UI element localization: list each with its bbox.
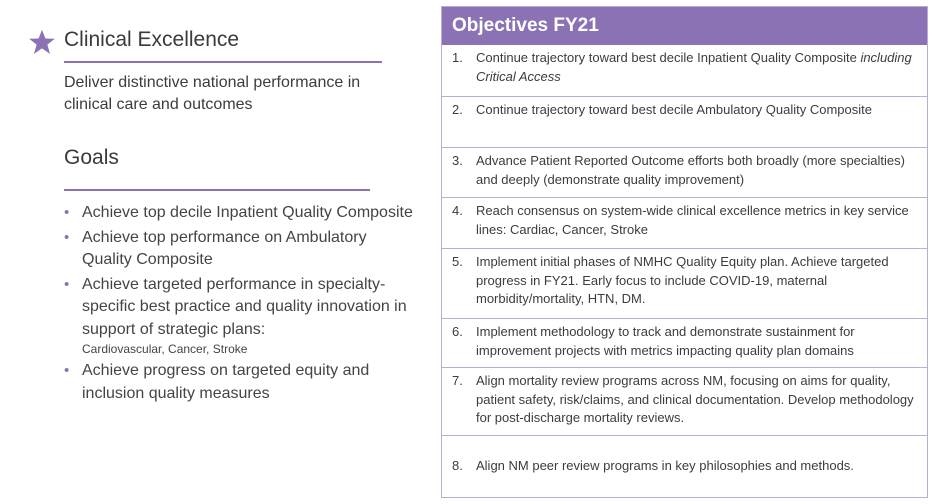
goal-text: Achieve top decile Inpatient Quality Com…: [82, 204, 413, 221]
objective-main-text: Continue trajectory toward best decile I…: [476, 50, 857, 65]
objective-text: Advance Patient Reported Outcome efforts…: [476, 153, 905, 187]
objective-text: Implement methodology to track and demon…: [476, 324, 855, 358]
objective-number: 5.: [452, 254, 463, 269]
objective-text: Implement initial phases of NMHC Quality…: [476, 254, 889, 306]
goal-item: Achieve top decile Inpatient Quality Com…: [64, 202, 414, 225]
objective-row: 4. Reach consensus on system-wide clinic…: [442, 197, 927, 248]
star-icon: [29, 29, 55, 54]
title-divider: [64, 61, 382, 63]
objective-row: 1. Continue trajectory toward best decil…: [442, 45, 927, 96]
section-title: Clinical Excellence: [64, 28, 240, 51]
goal-item: Achieve top performance on Ambulatory Qu…: [64, 227, 414, 272]
objectives-title: Objectives FY21: [442, 7, 927, 45]
goal-text: Achieve targeted performance in specialt…: [82, 275, 407, 338]
objective-text: Continue trajectory toward best decile A…: [476, 102, 872, 117]
objective-row: 3. Advance Patient Reported Outcome effo…: [442, 147, 927, 197]
objective-number: 3.: [452, 153, 463, 168]
objective-row: 7. Align mortality review programs acros…: [442, 367, 927, 435]
objective-text: Reach consensus on system-wide clinical …: [476, 203, 909, 237]
objective-text: Continue trajectory toward best decile I…: [476, 49, 919, 86]
goal-text: Achieve top performance on Ambulatory Qu…: [82, 228, 367, 269]
objective-number: 2.: [452, 102, 463, 117]
section-description: Deliver distinctive national performance…: [64, 74, 361, 113]
goals-list: Achieve top decile Inpatient Quality Com…: [64, 202, 414, 407]
objective-number: 7.: [452, 373, 463, 388]
objective-number: 6.: [452, 324, 463, 339]
objective-italic-text: including Critical Access: [476, 50, 912, 84]
objective-text: Align mortality review programs across N…: [476, 373, 914, 425]
objective-number: 1.: [452, 50, 463, 65]
objective-number: 8.: [452, 458, 463, 473]
objective-row: 8. Align NM peer review programs in key …: [442, 435, 927, 497]
goal-item: Achieve targeted performance in specialt…: [64, 274, 414, 359]
objective-row: 2. Continue trajectory toward best decil…: [442, 96, 927, 147]
objectives-table: Objectives FY21 1. Continue trajectory t…: [441, 6, 928, 498]
goals-title: Goals: [64, 146, 119, 169]
objective-row: 6. Implement methodology to track and de…: [442, 318, 927, 367]
goal-text: Achieve progress on targeted equity and …: [82, 362, 370, 402]
objective-text: Align NM peer review programs in key phi…: [476, 458, 854, 473]
goal-subtext: Cardiovascular, Cancer, Stroke: [82, 342, 248, 356]
goal-item: Achieve progress on targeted equity and …: [64, 360, 414, 405]
clinical-excellence-panel: Clinical Excellence Deliver distinctive …: [0, 0, 430, 504]
objective-row: 5. Implement initial phases of NMHC Qual…: [442, 248, 927, 318]
objective-number: 4.: [452, 203, 463, 218]
goals-divider: [64, 189, 370, 191]
